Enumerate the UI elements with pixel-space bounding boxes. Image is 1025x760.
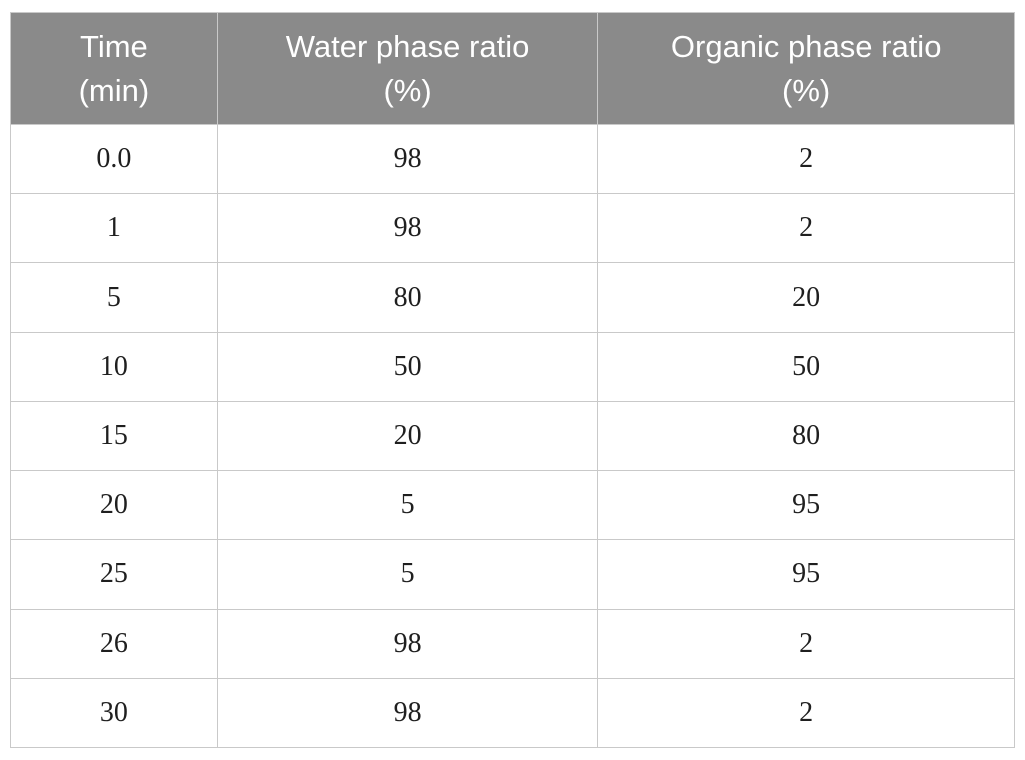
column-name-organic-phase: Organic phase ratio bbox=[670, 28, 942, 64]
table-row: 26 98 2 bbox=[10, 608, 1015, 679]
cell-time: 20 bbox=[10, 470, 218, 541]
cell-organic: 80 bbox=[597, 400, 1015, 472]
cell-time: 0.0 bbox=[10, 123, 218, 195]
column-unit-time: (min) bbox=[78, 72, 150, 108]
table-row: 20 5 95 bbox=[10, 470, 1015, 541]
cell-water: 50 bbox=[216, 331, 599, 402]
cell-water: 98 bbox=[216, 608, 599, 679]
cell-organic: 2 bbox=[597, 608, 1015, 679]
cell-water: 20 bbox=[216, 400, 599, 472]
table-row: 15 20 80 bbox=[10, 400, 1015, 472]
gradient-table: Time (min) Water phase ratio (%) Organic… bbox=[10, 12, 1015, 749]
cell-water: 98 bbox=[216, 677, 599, 749]
table-row: 5 80 20 bbox=[10, 262, 1015, 333]
header-cell-water-phase: Water phase ratio (%) bbox=[216, 12, 599, 125]
cell-organic: 2 bbox=[597, 123, 1015, 195]
cell-time: 25 bbox=[10, 539, 218, 610]
cell-time: 5 bbox=[10, 262, 218, 333]
column-name-time: Time bbox=[80, 28, 148, 64]
table-row: 25 5 95 bbox=[10, 539, 1015, 610]
header-cell-time: Time (min) bbox=[10, 12, 218, 125]
cell-organic: 95 bbox=[597, 470, 1015, 541]
table-row: 10 50 50 bbox=[10, 331, 1015, 402]
cell-time: 1 bbox=[10, 193, 218, 264]
table-row: 30 98 2 bbox=[10, 677, 1015, 749]
cell-water: 98 bbox=[216, 193, 599, 264]
column-unit-water-phase: (%) bbox=[383, 72, 432, 108]
cell-organic: 20 bbox=[597, 262, 1015, 333]
cell-time: 26 bbox=[10, 608, 218, 679]
header-row: Time (min) Water phase ratio (%) Organic… bbox=[10, 12, 1015, 125]
cell-water: 5 bbox=[216, 470, 599, 541]
header-cell-organic-phase: Organic phase ratio (%) bbox=[597, 12, 1015, 125]
cell-time: 30 bbox=[10, 677, 218, 749]
cell-time: 15 bbox=[10, 400, 218, 472]
column-name-water-phase: Water phase ratio bbox=[285, 28, 530, 64]
column-unit-organic-phase: (%) bbox=[782, 72, 831, 108]
cell-organic: 50 bbox=[597, 331, 1015, 402]
table-row: 1 98 2 bbox=[10, 193, 1015, 264]
cell-organic: 95 bbox=[597, 539, 1015, 610]
cell-organic: 2 bbox=[597, 193, 1015, 264]
cell-organic: 2 bbox=[597, 677, 1015, 749]
cell-water: 5 bbox=[216, 539, 599, 610]
cell-water: 98 bbox=[216, 123, 599, 195]
cell-water: 80 bbox=[216, 262, 599, 333]
cell-time: 10 bbox=[10, 331, 218, 402]
table-row: 0.0 98 2 bbox=[10, 123, 1015, 195]
